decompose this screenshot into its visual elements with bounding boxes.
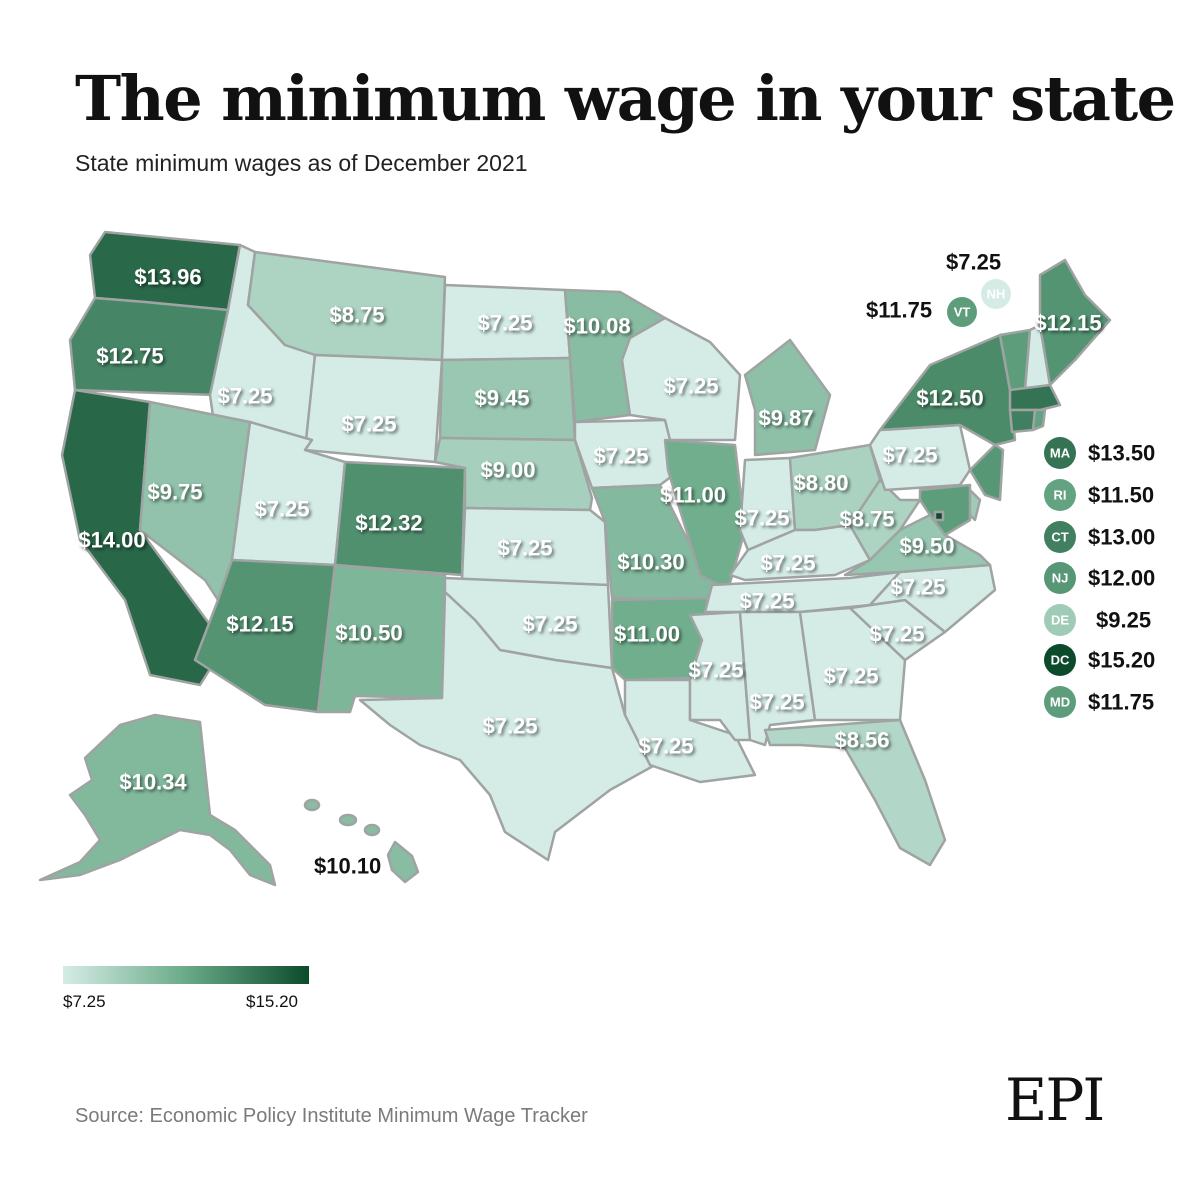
state-md[interactable] bbox=[918, 483, 972, 537]
badge-ct[interactable] bbox=[1044, 521, 1076, 553]
label-nv: $9.75 bbox=[147, 480, 202, 505]
label-or: $12.75 bbox=[96, 344, 163, 369]
label-nd: $7.25 bbox=[477, 311, 532, 336]
label-wa: $13.96 bbox=[134, 265, 201, 290]
label-il: $11.00 bbox=[660, 483, 726, 508]
label-co: $12.32 bbox=[355, 511, 422, 536]
badge-md[interactable] bbox=[1044, 686, 1076, 718]
chart-subtitle: State minimum wages as of December 2021 bbox=[75, 150, 528, 176]
epi-logo: EPI bbox=[1005, 1066, 1105, 1134]
value-md: $11.75 bbox=[1088, 690, 1154, 715]
label-mo: $10.30 bbox=[617, 550, 684, 575]
state-hi-island-1[interactable] bbox=[338, 813, 358, 827]
label-nm: $10.50 bbox=[335, 621, 402, 646]
label-ms: $7.25 bbox=[688, 658, 743, 683]
label-ak: $10.34 bbox=[119, 770, 187, 795]
state-mi[interactable] bbox=[743, 338, 832, 457]
state-hi[interactable] bbox=[386, 840, 420, 884]
value-ma: $13.50 bbox=[1088, 441, 1155, 466]
state-il[interactable] bbox=[663, 438, 747, 592]
label-vt: $11.75 bbox=[866, 298, 932, 323]
label-in: $7.25 bbox=[734, 506, 789, 531]
label-id: $7.25 bbox=[217, 384, 272, 409]
badge-md-abbr: MD bbox=[1050, 695, 1070, 710]
badge-de[interactable] bbox=[1044, 604, 1076, 636]
badge-ct-abbr: CT bbox=[1051, 530, 1068, 545]
state-wi[interactable] bbox=[620, 316, 742, 442]
state-wy[interactable] bbox=[303, 353, 444, 464]
color-scale-max-label: $15.20 bbox=[246, 992, 298, 1011]
label-ga: $7.25 bbox=[823, 664, 878, 689]
state-ri[interactable] bbox=[1031, 408, 1047, 432]
value-ct: $13.00 bbox=[1088, 525, 1155, 550]
state-dc[interactable] bbox=[933, 510, 945, 522]
badge-nh[interactable] bbox=[981, 279, 1011, 309]
label-az: $12.15 bbox=[226, 612, 293, 637]
label-mn: $10.08 bbox=[563, 314, 630, 339]
label-ar: $11.00 bbox=[614, 622, 680, 647]
label-mt: $8.75 bbox=[329, 303, 384, 328]
badge-ma-abbr: MA bbox=[1050, 446, 1071, 461]
label-oh: $8.80 bbox=[793, 471, 848, 496]
source-note: Source: Economic Policy Institute Minimu… bbox=[75, 1105, 588, 1127]
state-me[interactable] bbox=[1038, 258, 1112, 387]
label-me: $12.15 bbox=[1034, 311, 1101, 336]
state-ma[interactable] bbox=[1008, 383, 1062, 412]
badge-de-abbr: DE bbox=[1051, 613, 1069, 628]
badge-vt-abbr: VT bbox=[954, 305, 971, 320]
state-ak[interactable] bbox=[38, 713, 277, 887]
label-va: $9.50 bbox=[899, 534, 954, 559]
label-fl: $8.56 bbox=[834, 728, 889, 753]
label-ne: $9.00 bbox=[480, 458, 535, 483]
badge-nj[interactable] bbox=[1044, 562, 1076, 594]
badge-ma[interactable] bbox=[1044, 437, 1076, 469]
state-tx[interactable] bbox=[358, 590, 657, 862]
badge-nj-abbr: NJ bbox=[1052, 571, 1069, 586]
small-states-callouts: MA $13.50 RI $11.50 CT $13.00 NJ $12.00 … bbox=[1044, 437, 1155, 718]
label-hi: $10.10 bbox=[314, 854, 381, 879]
label-pa: $7.25 bbox=[882, 443, 937, 468]
color-scale-min-label: $7.25 bbox=[63, 992, 106, 1011]
label-nc: $7.25 bbox=[890, 575, 945, 600]
state-ct[interactable] bbox=[1008, 408, 1037, 434]
chart-title: The minimum wage in your state bbox=[75, 62, 1176, 135]
label-sd: $9.45 bbox=[474, 386, 529, 411]
label-tx: $7.25 bbox=[482, 714, 537, 739]
state-fl[interactable] bbox=[763, 718, 947, 867]
label-sc: $7.25 bbox=[869, 622, 924, 647]
badge-dc-abbr: DC bbox=[1051, 653, 1070, 668]
badge-nh-abbr: NH bbox=[987, 287, 1006, 302]
label-ok: $7.25 bbox=[522, 612, 577, 637]
value-de: $9.25 bbox=[1096, 608, 1151, 633]
label-la: $7.25 bbox=[638, 734, 693, 759]
state-nm[interactable] bbox=[316, 563, 447, 714]
label-al: $7.25 bbox=[749, 690, 804, 715]
state-hi-island-2[interactable] bbox=[363, 823, 381, 837]
state-hi-island-3[interactable] bbox=[303, 798, 321, 812]
value-ri: $11.50 bbox=[1088, 483, 1154, 508]
badge-vt[interactable] bbox=[947, 297, 977, 327]
label-wi: $7.25 bbox=[663, 374, 718, 399]
label-wv: $8.75 bbox=[839, 507, 894, 532]
value-nj: $12.00 bbox=[1088, 566, 1155, 591]
badge-dc[interactable] bbox=[1044, 644, 1076, 676]
label-tn: $7.25 bbox=[739, 589, 794, 614]
label-ut: $7.25 bbox=[254, 497, 309, 522]
label-ky: $7.25 bbox=[760, 551, 815, 576]
badge-ri[interactable] bbox=[1044, 479, 1076, 511]
label-wy: $7.25 bbox=[341, 412, 396, 437]
label-ks: $7.25 bbox=[497, 536, 552, 561]
color-scale-bar bbox=[63, 966, 309, 984]
state-ks[interactable] bbox=[460, 506, 610, 587]
label-nh: $7.25 bbox=[946, 250, 1001, 275]
label-mi: $9.87 bbox=[758, 406, 813, 431]
label-ny: $12.50 bbox=[916, 386, 983, 411]
value-dc: $15.20 bbox=[1088, 648, 1155, 673]
state-nj[interactable] bbox=[968, 443, 1005, 502]
badge-ri-abbr: RI bbox=[1054, 488, 1067, 503]
label-ca: $14.00 bbox=[78, 528, 145, 553]
label-ia: $7.25 bbox=[593, 444, 648, 469]
